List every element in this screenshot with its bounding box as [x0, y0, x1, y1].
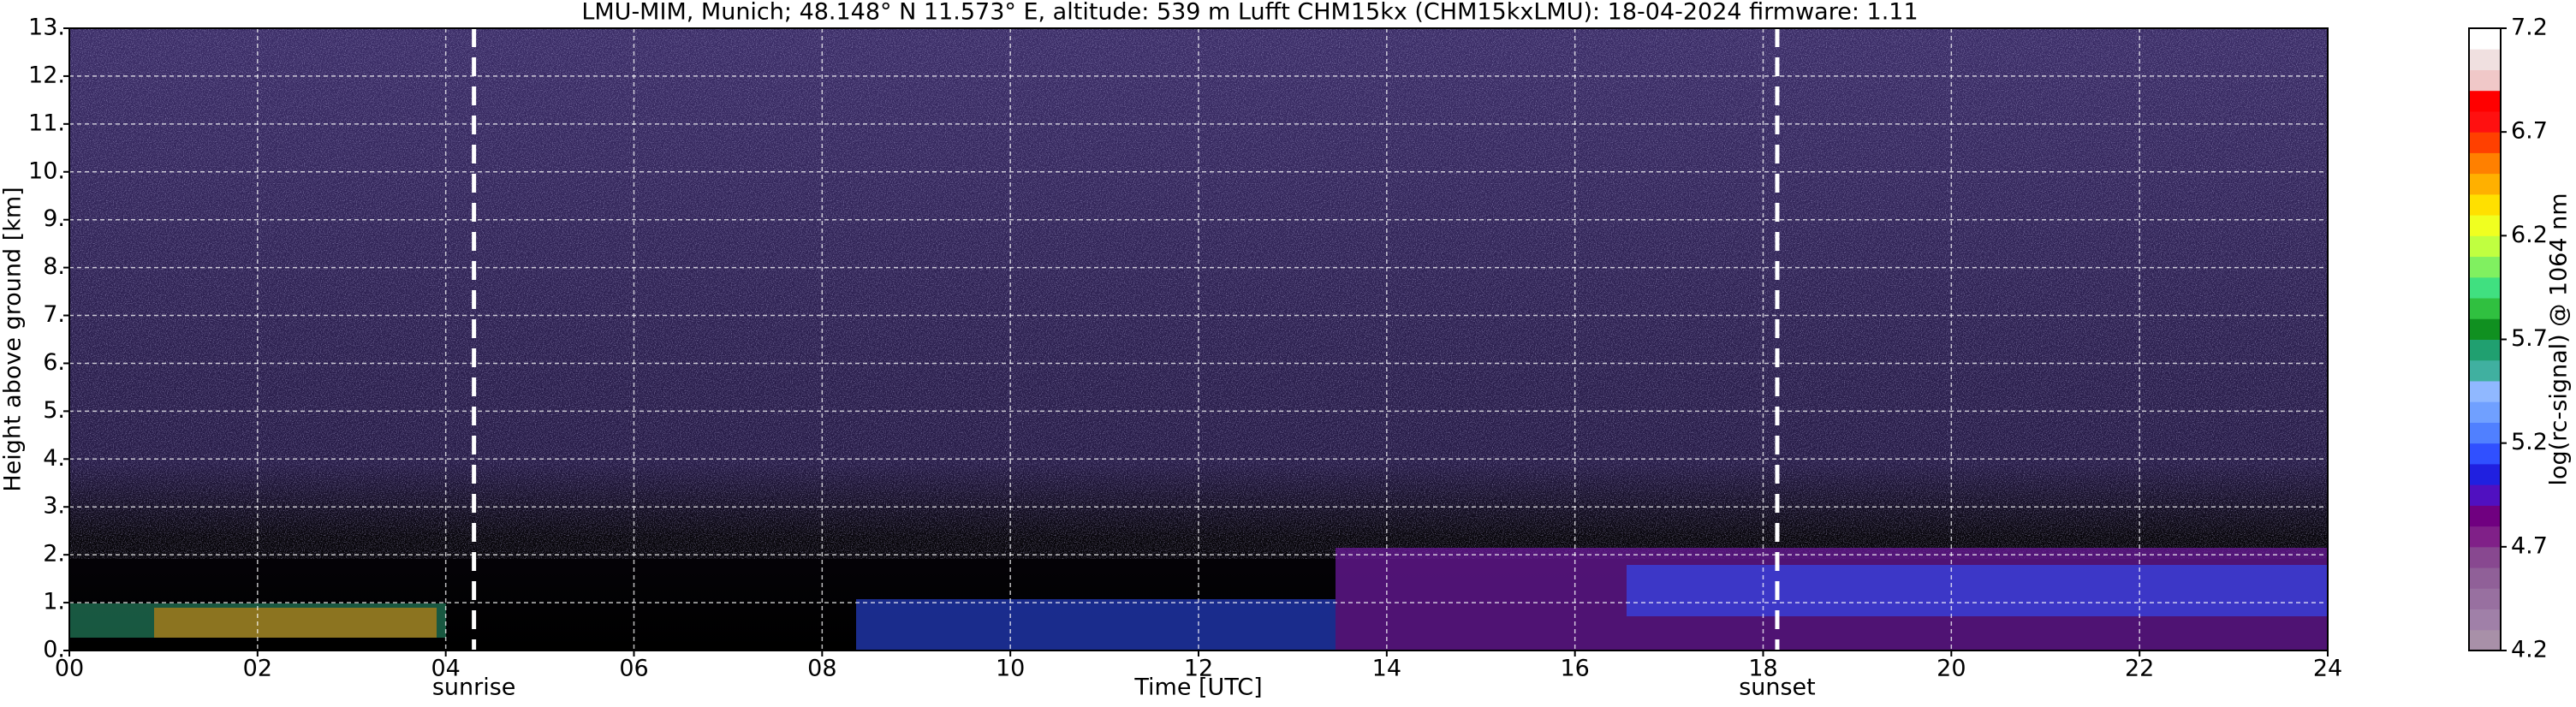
y-tick-label: 1.: [43, 589, 65, 615]
y-tick-label: 13.: [28, 15, 65, 41]
y-tick-label: 0.: [43, 637, 65, 663]
y-tick-label: 6.: [43, 349, 65, 376]
colorbar-swatch: [2469, 132, 2501, 153]
colorbar-label: log(rc-signal) @ 1064 nm: [2546, 193, 2573, 485]
heatmap-layer: [154, 608, 437, 638]
colorbar-swatch: [2469, 318, 2501, 340]
y-tick-label: 12.: [28, 62, 65, 88]
colorbar-tick-label: 5.2: [2511, 429, 2548, 455]
chart-title: LMU-MIM, Munich; 48.148° N 11.573° E, al…: [581, 0, 1918, 26]
colorbar-swatch: [2469, 256, 2501, 278]
x-tick-label: 10: [996, 656, 1025, 682]
y-tick-label: 11.: [28, 110, 65, 136]
x-tick-label: 14: [1372, 656, 1401, 682]
x-tick-label: 16: [1560, 656, 1589, 682]
x-tick-label: 22: [2125, 656, 2154, 682]
x-tick-label: 02: [243, 656, 272, 682]
colorbar-swatch: [2469, 380, 2501, 402]
colorbar-tick-label: 5.7: [2511, 325, 2548, 352]
colorbar-swatch: [2469, 69, 2501, 92]
colorbar-swatch: [2469, 567, 2501, 589]
colorbar-tick-label: 4.7: [2511, 532, 2548, 559]
y-tick-label: 10.: [28, 157, 65, 184]
y-tick-label: 3.: [43, 493, 65, 520]
y-tick-label: 2.: [43, 541, 65, 567]
colorbar-swatch: [2469, 235, 2501, 258]
colorbar-swatch: [2469, 505, 2501, 527]
colorbar-swatch: [2469, 588, 2501, 610]
x-tick-label: 04: [431, 656, 460, 682]
colorbar-swatch: [2469, 546, 2501, 568]
x-tick-label: 12: [1184, 656, 1213, 682]
colorbar-swatch: [2469, 443, 2501, 465]
colorbar-swatch: [2469, 609, 2501, 631]
marker-label: sunset: [1739, 674, 1816, 701]
x-tick-label: 18: [1748, 656, 1777, 682]
colorbar-swatch: [2469, 276, 2501, 299]
x-tick-label: 20: [1936, 656, 1966, 682]
y-tick-label: 5.: [43, 397, 65, 424]
colorbar-swatch: [2469, 422, 2501, 444]
x-tick-label: 08: [807, 656, 836, 682]
colorbar-swatch: [2469, 110, 2501, 133]
colorbar-tick-label: 6.2: [2511, 222, 2548, 248]
y-tick-label: 4.: [43, 445, 65, 472]
colorbar-tick-label: 6.7: [2511, 118, 2548, 145]
colorbar-swatch: [2469, 629, 2501, 651]
colorbar-swatch: [2469, 298, 2501, 319]
x-tick-label: 06: [619, 656, 648, 682]
colorbar-tick-label: 7.2: [2511, 15, 2548, 41]
colorbar-swatch: [2469, 463, 2501, 485]
y-tick-label: 7.: [43, 301, 65, 328]
colorbar-swatch: [2469, 215, 2501, 236]
y-axis-label: Height above ground [km]: [0, 187, 27, 491]
y-tick-label: 8.: [43, 253, 65, 280]
colorbar-swatch: [2469, 339, 2501, 361]
heatmap-layer: [1627, 565, 2328, 616]
colorbar-swatch: [2469, 49, 2501, 70]
colorbar-tick-label: 4.2: [2511, 637, 2548, 663]
x-tick-label: 24: [2313, 656, 2342, 682]
x-axis-label: Time [UTC]: [1133, 674, 1262, 701]
colorbar-swatch: [2469, 359, 2501, 382]
colorbar-swatch: [2469, 28, 2501, 50]
marker-label: sunrise: [432, 674, 516, 701]
colorbar-swatch: [2469, 193, 2501, 216]
heatmap-layer: [856, 599, 1336, 651]
plot-frame: [68, 27, 2329, 651]
colorbar-swatch: [2469, 484, 2501, 506]
y-tick-label: 9.: [43, 205, 65, 232]
colorbar-swatch: [2469, 152, 2501, 175]
colorbar-swatch: [2469, 526, 2501, 548]
colorbar-swatch: [2469, 173, 2501, 195]
colorbar-swatch: [2469, 90, 2501, 112]
x-tick-label: 00: [55, 656, 84, 682]
colorbar-swatch: [2469, 401, 2501, 423]
